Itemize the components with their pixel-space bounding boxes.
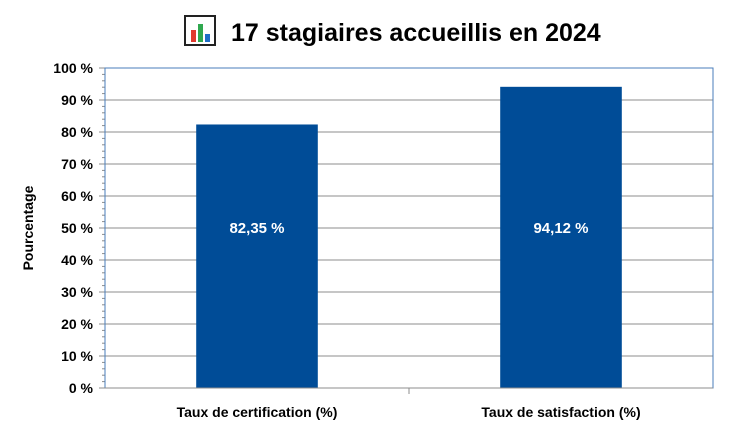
y-axis-label: Pourcentage	[20, 185, 36, 270]
y-tick-label: 70 %	[61, 156, 93, 172]
y-tick-label: 50 %	[61, 220, 93, 236]
y-tick-label: 90 %	[61, 92, 93, 108]
x-category-label: Taux de satisfaction (%)	[481, 404, 640, 420]
data-label: 94,12 %	[533, 220, 588, 237]
y-axis-ticks: 0 % 10 % 20 % 30 % 40 % 50 % 60 % 70 % 80 % 90 % 1…	[53, 60, 105, 396]
y-tick-label: 20 %	[61, 316, 93, 332]
bar-chart-icon	[184, 15, 216, 46]
y-tick-label: 80 %	[61, 124, 93, 140]
data-label: 82,35 %	[229, 220, 284, 237]
x-axis-categories: Taux de certification (%) Taux de satisfa…	[177, 388, 641, 420]
bars	[196, 86, 622, 388]
chart-title-group: 17 stagiaires accueillis en 2024	[184, 15, 601, 47]
y-axis-minor-ticks	[102, 73, 105, 383]
y-tick-label: 30 %	[61, 284, 93, 300]
data-labels: 82,35 % 94,12 %	[229, 220, 588, 237]
y-tick-label: 40 %	[61, 252, 93, 268]
bar	[196, 124, 318, 388]
y-tick-label: 60 %	[61, 188, 93, 204]
x-category-label: Taux de certification (%)	[177, 404, 338, 420]
y-tick-label: 0 %	[69, 380, 94, 396]
y-tick-label: 100 %	[53, 60, 93, 76]
bar	[500, 86, 622, 388]
y-tick-label: 10 %	[61, 348, 93, 364]
chart-title: 17 stagiaires accueillis en 2024	[231, 19, 601, 47]
